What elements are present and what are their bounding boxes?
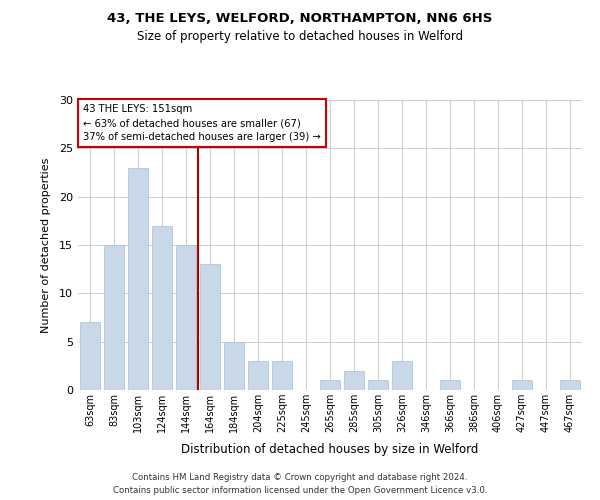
Bar [248,361,268,390]
Text: Size of property relative to detached houses in Welford: Size of property relative to detached ho… [137,30,463,43]
Bar [512,380,532,390]
Bar [560,380,580,390]
Y-axis label: Number of detached properties: Number of detached properties [41,158,50,332]
Bar [200,264,220,390]
Bar [80,322,100,390]
Text: 43, THE LEYS, WELFORD, NORTHAMPTON, NN6 6HS: 43, THE LEYS, WELFORD, NORTHAMPTON, NN6 … [107,12,493,26]
Bar [176,245,196,390]
Text: Contains HM Land Registry data © Crown copyright and database right 2024.: Contains HM Land Registry data © Crown c… [132,472,468,482]
Bar [272,361,292,390]
Text: Contains public sector information licensed under the Open Government Licence v3: Contains public sector information licen… [113,486,487,495]
Bar [104,245,124,390]
Bar [128,168,148,390]
Bar [320,380,340,390]
Bar [368,380,388,390]
Bar [152,226,172,390]
Bar [440,380,460,390]
Text: 43 THE LEYS: 151sqm
← 63% of detached houses are smaller (67)
37% of semi-detach: 43 THE LEYS: 151sqm ← 63% of detached ho… [83,104,321,142]
X-axis label: Distribution of detached houses by size in Welford: Distribution of detached houses by size … [181,444,479,456]
Bar [344,370,364,390]
Bar [224,342,244,390]
Bar [392,361,412,390]
